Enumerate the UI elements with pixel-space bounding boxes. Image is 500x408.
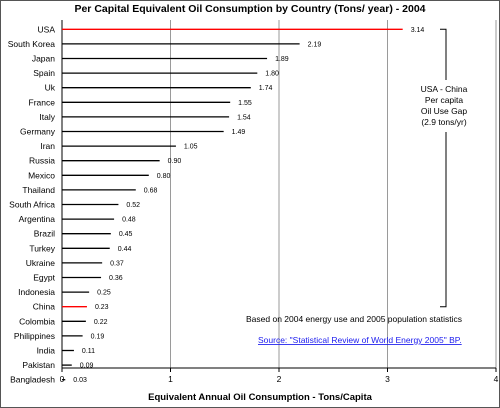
category-label: Pakistan [22, 360, 55, 370]
category-label: Turkey [29, 243, 55, 253]
annotation-box [412, 80, 478, 132]
value-label: 1.54 [237, 114, 251, 121]
category-label: Brazil [34, 229, 55, 239]
annotation-line-3: Oil Use Gap [421, 106, 468, 116]
category-label: Indonesia [18, 287, 55, 297]
category-label: Russia [29, 156, 55, 166]
bars [62, 28, 403, 381]
value-labels: 3.14 2.19 1.89 1.80 1.74 1.55 1.54 1.49 1.050.90… [73, 27, 424, 384]
category-label: Ukraine [26, 258, 56, 268]
annotation-line-4: (2.9 tons/yr) [421, 117, 467, 127]
value-label: 1.49 [232, 129, 246, 136]
data-note: Based on 2004 energy use and 2005 popula… [246, 314, 462, 324]
annotation-line-2: Per capita [425, 95, 464, 105]
value-label: 0.52 [126, 202, 140, 209]
x-tick-label: 4 [494, 374, 499, 384]
annotation-line-1: USA - China [421, 84, 468, 94]
value-label: 0.90 [168, 158, 182, 165]
source-link[interactable]: Source: "Statistical Review of World Ene… [258, 335, 462, 345]
category-label: Mexico [28, 170, 55, 180]
gridlines [61, 20, 497, 368]
category-label: India [37, 346, 56, 356]
x-tick-label: 3 [385, 374, 390, 384]
category-label: USA [38, 24, 56, 34]
category-label: China [33, 302, 55, 312]
category-label: France [29, 97, 56, 107]
value-label: 0.25 [97, 290, 111, 297]
value-label: 2.19 [308, 41, 322, 48]
value-label: 0.23 [95, 304, 109, 311]
value-label: 0.03 [73, 377, 87, 384]
value-label: 0.68 [144, 187, 158, 194]
x-tick-label: 0 [60, 374, 65, 384]
value-label: 1.05 [184, 144, 198, 151]
category-label: Uk [45, 83, 56, 93]
value-label: 3.14 [411, 27, 425, 34]
value-label: 0.22 [94, 319, 108, 326]
gap-annotation: USA - China Per capita Oil Use Gap (2.9 … [412, 28, 478, 308]
value-label: 1.80 [265, 71, 279, 78]
x-axis-label: Equivalent Annual Oil Consumption - Tons… [148, 392, 372, 403]
value-label: 0.37 [110, 260, 124, 267]
value-label: 0.36 [109, 275, 123, 282]
category-label: Iran [40, 141, 55, 151]
category-label: Egypt [33, 273, 55, 283]
category-label: Spain [33, 68, 55, 78]
gap-bracket [440, 28, 447, 308]
x-tick-label: 2 [277, 374, 282, 384]
x-tick-label: 1 [168, 374, 173, 384]
category-label: South Korea [8, 39, 56, 49]
value-label: 1.55 [238, 100, 252, 107]
value-label: 1.74 [259, 85, 273, 92]
category-label: Philippines [14, 331, 55, 341]
category-label: Colombia [19, 316, 55, 326]
value-label: 0.11 [82, 348, 95, 355]
category-label: Italy [39, 112, 55, 122]
category-label: Thailand [22, 185, 55, 195]
x-tick-labels: 0 1 2 3 4 [60, 368, 499, 384]
value-label: 0.44 [118, 246, 132, 253]
value-label: 0.48 [122, 217, 136, 224]
value-label: 0.80 [157, 173, 171, 180]
category-label: South Africa [9, 200, 55, 210]
chart-title: Per Capital Equivalent Oil Consumption b… [74, 3, 425, 15]
value-label: 0.09 [80, 363, 94, 370]
category-label: Germany [20, 127, 56, 137]
category-labels: USA South Korea Japan Spain Uk France Italy Ger… [8, 24, 56, 384]
category-label: Japan [32, 54, 55, 64]
value-label: 0.45 [119, 231, 133, 238]
value-label: 1.89 [275, 56, 289, 63]
category-label: Argentina [19, 214, 56, 224]
value-label: 0.19 [91, 333, 105, 340]
category-label: Bangladesh [10, 375, 55, 385]
